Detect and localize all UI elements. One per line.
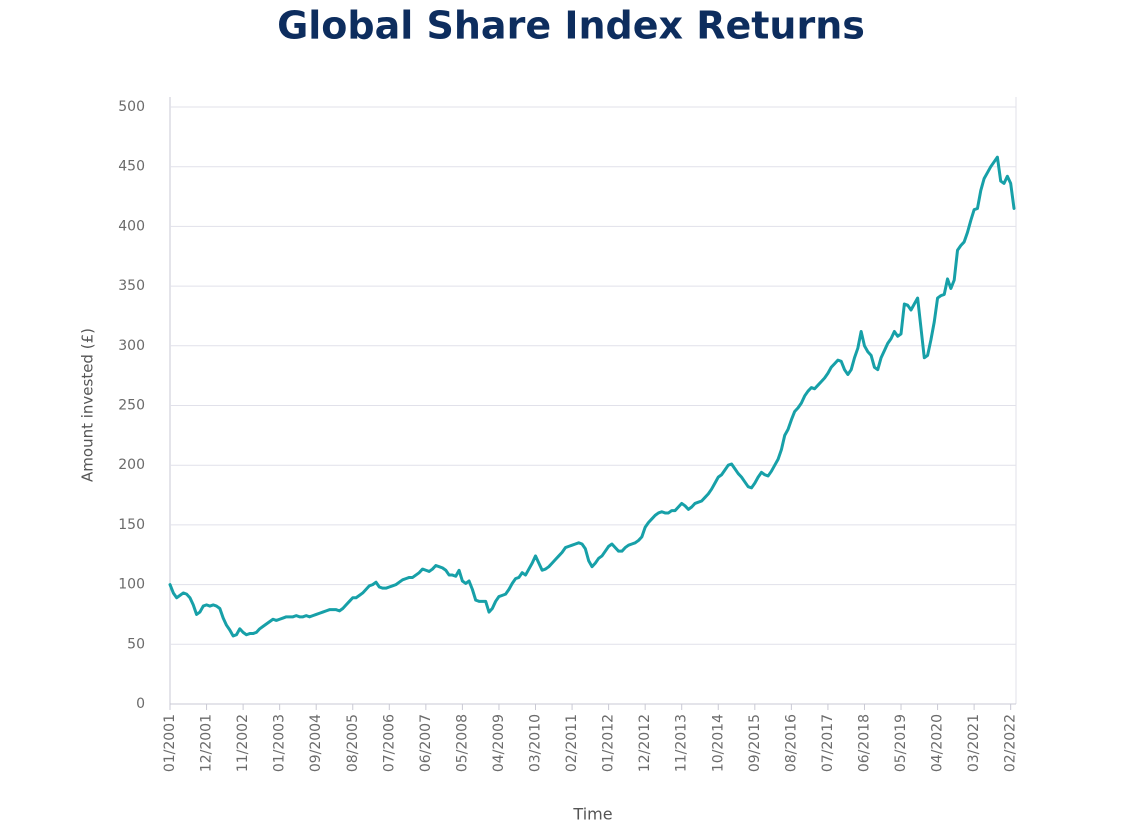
y-tick-label: 200 bbox=[118, 457, 145, 473]
x-axis-label: Time bbox=[572, 805, 612, 824]
x-tick-label: 01/2001 bbox=[162, 714, 178, 772]
x-tick-label: 04/2020 bbox=[930, 714, 946, 772]
x-tick-label: 12/2012 bbox=[637, 714, 653, 772]
y-tick-label: 250 bbox=[118, 398, 145, 414]
y-tick-label: 150 bbox=[118, 517, 145, 533]
x-tick-label: 11/2013 bbox=[674, 714, 690, 772]
y-tick-label: 350 bbox=[118, 278, 145, 294]
x-tick-label: 12/2001 bbox=[199, 714, 215, 772]
x-tick-label: 02/2022 bbox=[1003, 714, 1019, 772]
x-tick-label: 05/2008 bbox=[454, 714, 470, 772]
x-tick-label: 06/2007 bbox=[418, 714, 434, 772]
x-tick-label: 08/2005 bbox=[345, 714, 361, 772]
y-tick-label: 400 bbox=[118, 218, 145, 234]
x-tick-label: 11/2002 bbox=[235, 714, 251, 772]
chart-title: Global Share Index Returns bbox=[277, 4, 865, 48]
x-tick-label: 07/2017 bbox=[820, 714, 836, 772]
x-tick-label: 09/2015 bbox=[747, 714, 763, 772]
x-tick-label: 04/2009 bbox=[491, 714, 507, 772]
x-tick-label: 03/2010 bbox=[528, 714, 544, 772]
x-tick-label: 01/2012 bbox=[601, 714, 617, 772]
x-tick-label: 02/2011 bbox=[564, 714, 580, 772]
line bbox=[168, 155, 1016, 638]
x-tick-label: 09/2004 bbox=[308, 714, 324, 772]
y-tick-label: 500 bbox=[118, 99, 145, 115]
y-axis-label: Amount invested (£) bbox=[79, 328, 97, 482]
x-tick-label: 07/2006 bbox=[381, 714, 397, 772]
y-tick-label: 450 bbox=[118, 159, 145, 175]
x-tick-label: 05/2019 bbox=[893, 714, 909, 772]
y-tick-label: 50 bbox=[127, 636, 145, 652]
x-tick-label: 10/2014 bbox=[710, 714, 726, 772]
x-tick-label: 01/2003 bbox=[272, 714, 288, 772]
y-tick-label: 300 bbox=[118, 338, 145, 354]
y-tick-label: 0 bbox=[136, 696, 145, 712]
y-tick-label: 100 bbox=[118, 577, 145, 593]
x-tick-label: 08/2016 bbox=[783, 714, 799, 772]
x-tick-label: 03/2021 bbox=[966, 714, 982, 772]
x-tick-label: 06/2018 bbox=[856, 714, 872, 772]
